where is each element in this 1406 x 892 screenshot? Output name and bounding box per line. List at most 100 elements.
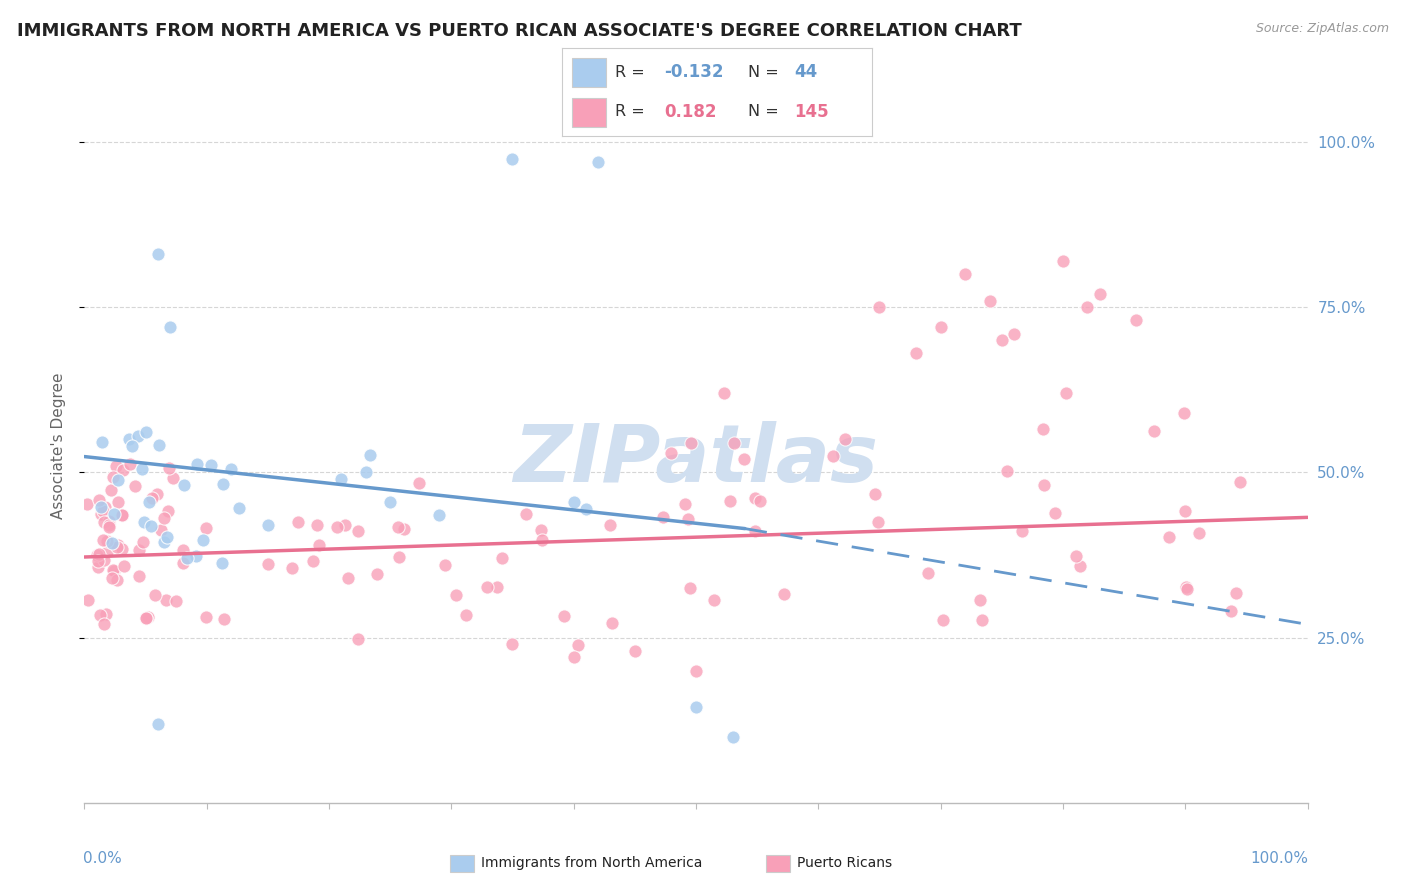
Point bbox=[91, 533, 114, 547]
Point bbox=[159, 320, 181, 334]
Point bbox=[111, 463, 134, 477]
Point bbox=[127, 428, 149, 442]
Point bbox=[135, 611, 157, 625]
Point bbox=[1066, 549, 1088, 563]
Point bbox=[105, 541, 128, 555]
Point bbox=[107, 473, 129, 487]
Point bbox=[685, 664, 707, 678]
FancyBboxPatch shape bbox=[572, 58, 606, 87]
Point bbox=[87, 554, 110, 568]
Point bbox=[136, 610, 159, 624]
Point bbox=[195, 609, 218, 624]
Point bbox=[600, 615, 623, 630]
Point bbox=[427, 508, 450, 523]
Text: 100.0%: 100.0% bbox=[1251, 851, 1309, 866]
Point bbox=[131, 461, 153, 475]
Point bbox=[149, 523, 172, 537]
Point bbox=[863, 487, 886, 501]
Point bbox=[333, 517, 356, 532]
Text: R =: R = bbox=[614, 104, 650, 120]
Point bbox=[157, 460, 180, 475]
Point bbox=[1011, 524, 1033, 538]
Point bbox=[336, 571, 359, 585]
Text: -0.132: -0.132 bbox=[665, 63, 724, 81]
Text: N =: N = bbox=[748, 65, 785, 79]
Point bbox=[1069, 559, 1091, 574]
Point bbox=[257, 557, 280, 571]
Point bbox=[347, 632, 370, 647]
Point bbox=[997, 463, 1019, 477]
Point bbox=[932, 613, 955, 627]
Point bbox=[112, 558, 135, 573]
Point bbox=[979, 293, 1001, 308]
Point bbox=[90, 508, 112, 522]
Point bbox=[90, 500, 112, 515]
Point bbox=[103, 564, 125, 578]
Point bbox=[502, 152, 524, 166]
Text: N =: N = bbox=[748, 104, 785, 120]
Point bbox=[128, 569, 150, 583]
Point bbox=[624, 644, 647, 658]
Point bbox=[302, 554, 325, 568]
Point bbox=[486, 580, 509, 594]
Point bbox=[661, 446, 683, 460]
Point bbox=[93, 617, 115, 632]
Point bbox=[1229, 475, 1251, 489]
Text: 0.0%: 0.0% bbox=[83, 851, 122, 866]
Point bbox=[733, 452, 755, 467]
Point bbox=[155, 592, 177, 607]
Point bbox=[1177, 582, 1199, 596]
Point bbox=[575, 501, 598, 516]
Point bbox=[103, 470, 125, 484]
Point bbox=[211, 476, 233, 491]
Point bbox=[87, 548, 110, 562]
Point bbox=[1188, 525, 1211, 540]
Point bbox=[1225, 586, 1247, 600]
Point bbox=[953, 267, 976, 281]
FancyBboxPatch shape bbox=[572, 98, 606, 127]
Point bbox=[444, 589, 467, 603]
Point bbox=[101, 536, 124, 550]
Point bbox=[772, 587, 794, 601]
Point bbox=[141, 491, 163, 505]
Text: Immigrants from North America: Immigrants from North America bbox=[481, 856, 702, 871]
Text: Source: ZipAtlas.com: Source: ZipAtlas.com bbox=[1256, 22, 1389, 36]
Point bbox=[502, 637, 524, 651]
Point bbox=[869, 300, 891, 314]
Point bbox=[1052, 254, 1074, 268]
Point bbox=[1043, 506, 1066, 520]
Point bbox=[1175, 580, 1198, 594]
Point bbox=[89, 608, 111, 623]
Text: IMMIGRANTS FROM NORTH AMERICA VS PUERTO RICAN ASSOCIATE'S DEGREE CORRELATION CHA: IMMIGRANTS FROM NORTH AMERICA VS PUERTO … bbox=[17, 22, 1022, 40]
Point bbox=[721, 730, 744, 744]
Point bbox=[1174, 504, 1197, 518]
Point bbox=[152, 535, 174, 549]
Point bbox=[97, 520, 120, 534]
Point bbox=[96, 607, 118, 621]
Point bbox=[475, 581, 498, 595]
Point bbox=[347, 524, 370, 538]
Point bbox=[97, 517, 120, 532]
Point bbox=[567, 639, 589, 653]
Point bbox=[135, 425, 157, 440]
Point bbox=[366, 566, 388, 581]
Point bbox=[530, 533, 553, 548]
Point bbox=[90, 435, 112, 450]
Point bbox=[969, 593, 991, 607]
Point bbox=[124, 479, 146, 493]
Point bbox=[139, 519, 162, 533]
Point bbox=[456, 608, 478, 623]
Point bbox=[744, 491, 766, 505]
Point bbox=[673, 497, 696, 511]
Point bbox=[101, 563, 124, 577]
Point bbox=[93, 515, 115, 529]
Point bbox=[96, 533, 118, 548]
Point bbox=[156, 530, 179, 544]
Point bbox=[135, 611, 157, 625]
Point bbox=[86, 548, 108, 562]
Point bbox=[359, 449, 381, 463]
Text: 0.182: 0.182 bbox=[665, 103, 717, 121]
Point bbox=[146, 247, 169, 261]
Y-axis label: Associate's Degree: Associate's Degree bbox=[51, 373, 66, 519]
Point bbox=[1033, 477, 1056, 491]
